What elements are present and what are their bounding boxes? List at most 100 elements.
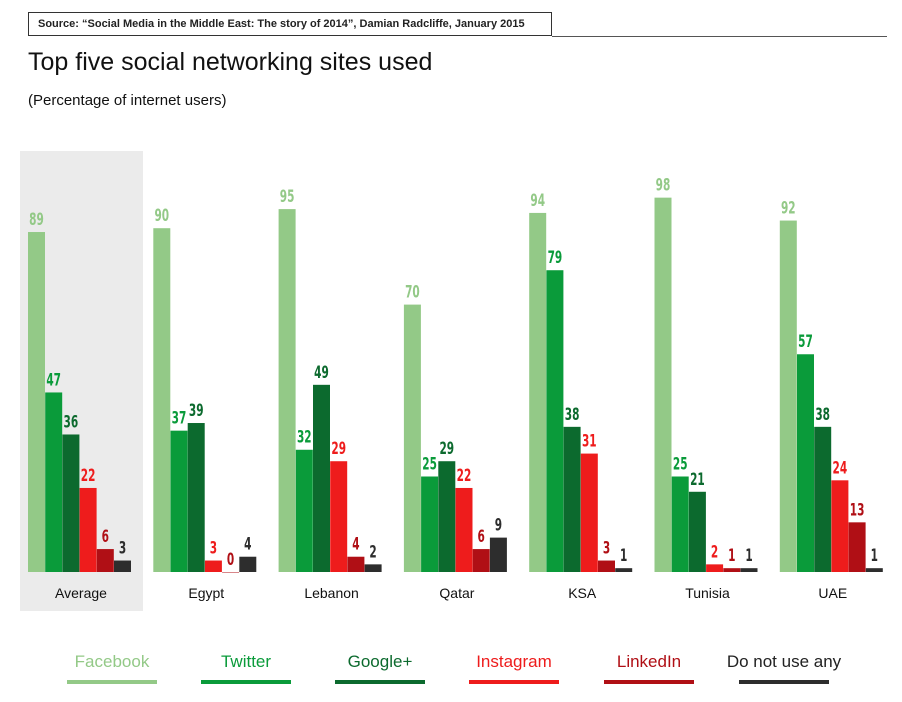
data-label-do-not-use-any-tunisia: 1 — [745, 547, 752, 566]
bar-instagram-tunisia — [706, 564, 724, 572]
bar-do-not-use-any-qatar — [489, 537, 507, 572]
data-label-linkedin-qatar: 6 — [478, 528, 485, 547]
bar-google-average — [62, 434, 80, 572]
data-label-instagram-egypt: 3 — [210, 539, 217, 558]
bar-instagram-average — [79, 487, 97, 572]
bar-instagram-uae — [831, 480, 849, 572]
bar-facebook-average — [28, 232, 45, 572]
data-label-twitter-egypt: 37 — [172, 409, 187, 428]
bar-facebook-lebanon — [278, 209, 296, 572]
source-note: Source: “Social Media in the Middle East… — [28, 12, 552, 36]
category-label-uae: UAE — [818, 585, 847, 601]
category-label-average: Average — [55, 585, 107, 601]
bar-linkedin-egypt — [222, 572, 240, 573]
data-label-google-lebanon: 49 — [314, 363, 329, 382]
bar-linkedin-lebanon — [347, 556, 365, 572]
data-label-facebook-lebanon: 95 — [280, 188, 295, 207]
data-label-do-not-use-any-uae: 1 — [871, 547, 878, 566]
legend-swatch — [335, 680, 425, 684]
bar-do-not-use-any-uae — [865, 568, 883, 572]
bar-twitter-average — [45, 392, 63, 572]
bar-do-not-use-any-egypt — [239, 556, 257, 572]
data-label-linkedin-egypt: 0 — [227, 551, 234, 570]
bar-instagram-lebanon — [330, 461, 348, 572]
legend-item-facebook: Facebook — [42, 652, 182, 684]
legend-item-twitter: Twitter — [176, 652, 316, 684]
chart-subtitle: (Percentage of internet users) — [28, 92, 227, 109]
bar-google-qatar — [438, 461, 456, 572]
legend-item-linkedin: LinkedIn — [579, 652, 719, 684]
data-label-instagram-tunisia: 2 — [711, 543, 718, 562]
bar-facebook-uae — [779, 220, 797, 572]
bar-google-lebanon — [313, 384, 330, 572]
legend-swatch — [739, 680, 829, 684]
data-label-facebook-qatar: 70 — [405, 283, 420, 302]
data-label-do-not-use-any-ksa: 1 — [620, 547, 627, 566]
legend-label: Do not use any — [726, 652, 842, 671]
bar-do-not-use-any-average — [114, 560, 131, 572]
bar-linkedin-ksa — [598, 560, 615, 572]
bar-do-not-use-any-tunisia — [740, 568, 758, 572]
category-label-lebanon: Lebanon — [304, 585, 359, 601]
bar-do-not-use-any-ksa — [615, 568, 633, 572]
data-label-do-not-use-any-average: 3 — [119, 539, 126, 558]
category-label-ksa: KSA — [568, 585, 597, 601]
bar-linkedin-qatar — [472, 549, 490, 572]
data-label-google-average: 36 — [64, 413, 79, 432]
data-label-twitter-ksa: 79 — [548, 249, 563, 268]
bar-facebook-tunisia — [654, 197, 672, 572]
data-label-facebook-ksa: 94 — [530, 191, 545, 210]
legend-label: Facebook — [74, 652, 150, 671]
data-label-instagram-uae: 24 — [833, 459, 848, 478]
bar-linkedin-average — [96, 549, 114, 572]
legend-swatch — [469, 680, 559, 684]
legend-item-do-not-use-any: Do not use any — [714, 652, 854, 684]
bar-facebook-ksa — [529, 212, 547, 573]
bar-twitter-lebanon — [295, 449, 313, 572]
data-label-twitter-qatar: 25 — [422, 455, 437, 474]
legend-label: Twitter — [220, 652, 272, 671]
category-label-qatar: Qatar — [439, 585, 474, 601]
data-label-linkedin-tunisia: 1 — [728, 547, 735, 566]
bar-instagram-egypt — [204, 560, 222, 572]
data-label-instagram-average: 22 — [81, 467, 96, 486]
data-label-do-not-use-any-egypt: 4 — [244, 535, 251, 554]
data-label-twitter-average: 47 — [46, 371, 61, 390]
data-label-google-egypt: 39 — [189, 402, 204, 421]
data-label-do-not-use-any-qatar: 9 — [495, 516, 502, 535]
data-label-google-tunisia: 21 — [690, 470, 705, 489]
legend-label: LinkedIn — [616, 652, 682, 671]
legend-item-instagram: Instagram — [444, 652, 584, 684]
data-label-facebook-tunisia: 98 — [656, 176, 671, 195]
bar-facebook-qatar — [403, 304, 421, 572]
bar-twitter-qatar — [421, 476, 439, 572]
data-label-facebook-egypt: 90 — [154, 207, 169, 226]
data-label-instagram-ksa: 31 — [582, 432, 597, 451]
data-label-twitter-tunisia: 25 — [673, 455, 688, 474]
data-label-google-qatar: 29 — [439, 440, 454, 459]
data-label-linkedin-lebanon: 4 — [352, 535, 359, 554]
legend-label: Instagram — [476, 652, 552, 671]
bar-instagram-ksa — [580, 453, 598, 572]
legend-swatch — [67, 680, 157, 684]
data-label-linkedin-ksa: 3 — [603, 539, 610, 558]
legend-swatch — [604, 680, 694, 684]
data-label-google-ksa: 38 — [565, 405, 580, 424]
bar-twitter-tunisia — [671, 476, 689, 572]
data-label-facebook-uae: 92 — [781, 199, 796, 218]
chart-title: Top five social networking sites used — [28, 48, 433, 76]
bar-google-ksa — [563, 426, 581, 572]
data-label-google-uae: 38 — [815, 405, 830, 424]
header-rule — [552, 36, 887, 37]
legend-label: Google+ — [347, 652, 413, 671]
legend-swatch — [201, 680, 291, 684]
data-label-do-not-use-any-lebanon: 2 — [369, 543, 376, 562]
bar-facebook-egypt — [153, 228, 171, 572]
data-label-linkedin-average: 6 — [102, 528, 109, 547]
bar-linkedin-tunisia — [723, 568, 741, 572]
legend-item-google: Google+ — [310, 652, 450, 684]
bar-twitter-egypt — [170, 430, 188, 572]
data-label-instagram-qatar: 22 — [457, 467, 472, 486]
category-label-egypt: Egypt — [188, 585, 224, 601]
